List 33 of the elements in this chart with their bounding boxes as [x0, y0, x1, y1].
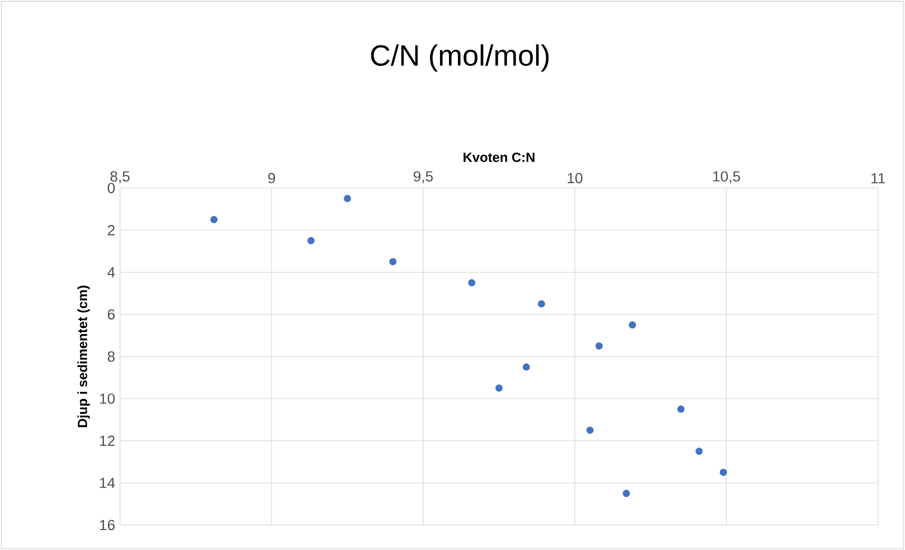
point — [628, 321, 636, 329]
point — [468, 279, 476, 286]
point — [522, 363, 530, 371]
x-tick-label: 9 — [268, 172, 275, 184]
x-tick-label: 10 — [568, 172, 582, 184]
point — [586, 426, 594, 434]
x-tick-label: 11 — [872, 173, 885, 184]
point — [307, 237, 315, 244]
point — [677, 406, 685, 413]
point — [720, 468, 727, 476]
y-tick-label: 4 — [107, 267, 115, 278]
x-tick-label: 8,5 — [110, 171, 130, 184]
point — [595, 342, 603, 350]
point — [538, 300, 546, 308]
x-tick-label: 10,5 — [713, 171, 740, 184]
x-tick-label: 9,5 — [414, 171, 433, 184]
y-tick-label: 12 — [100, 436, 115, 446]
y-tick-label: 2 — [108, 225, 115, 236]
point — [696, 448, 703, 455]
y-tick-label: 8 — [108, 351, 115, 362]
point — [210, 216, 218, 224]
y-tick-label: 10 — [100, 393, 115, 404]
y-tick-label: 16 — [100, 520, 115, 530]
x-axis-title: Kvoten C:N — [464, 152, 534, 162]
point — [495, 384, 503, 392]
chart-title: C/N (mol/mol) — [371, 44, 549, 72]
point — [389, 258, 396, 266]
y-tick-label: 0 — [108, 182, 115, 194]
y-tick-label: 6 — [108, 309, 115, 320]
y-axis-title: Djup i sedimentet (cm) — [77, 286, 90, 428]
y-tick-label: 14 — [100, 478, 115, 488]
point — [344, 194, 352, 202]
point — [622, 490, 630, 498]
